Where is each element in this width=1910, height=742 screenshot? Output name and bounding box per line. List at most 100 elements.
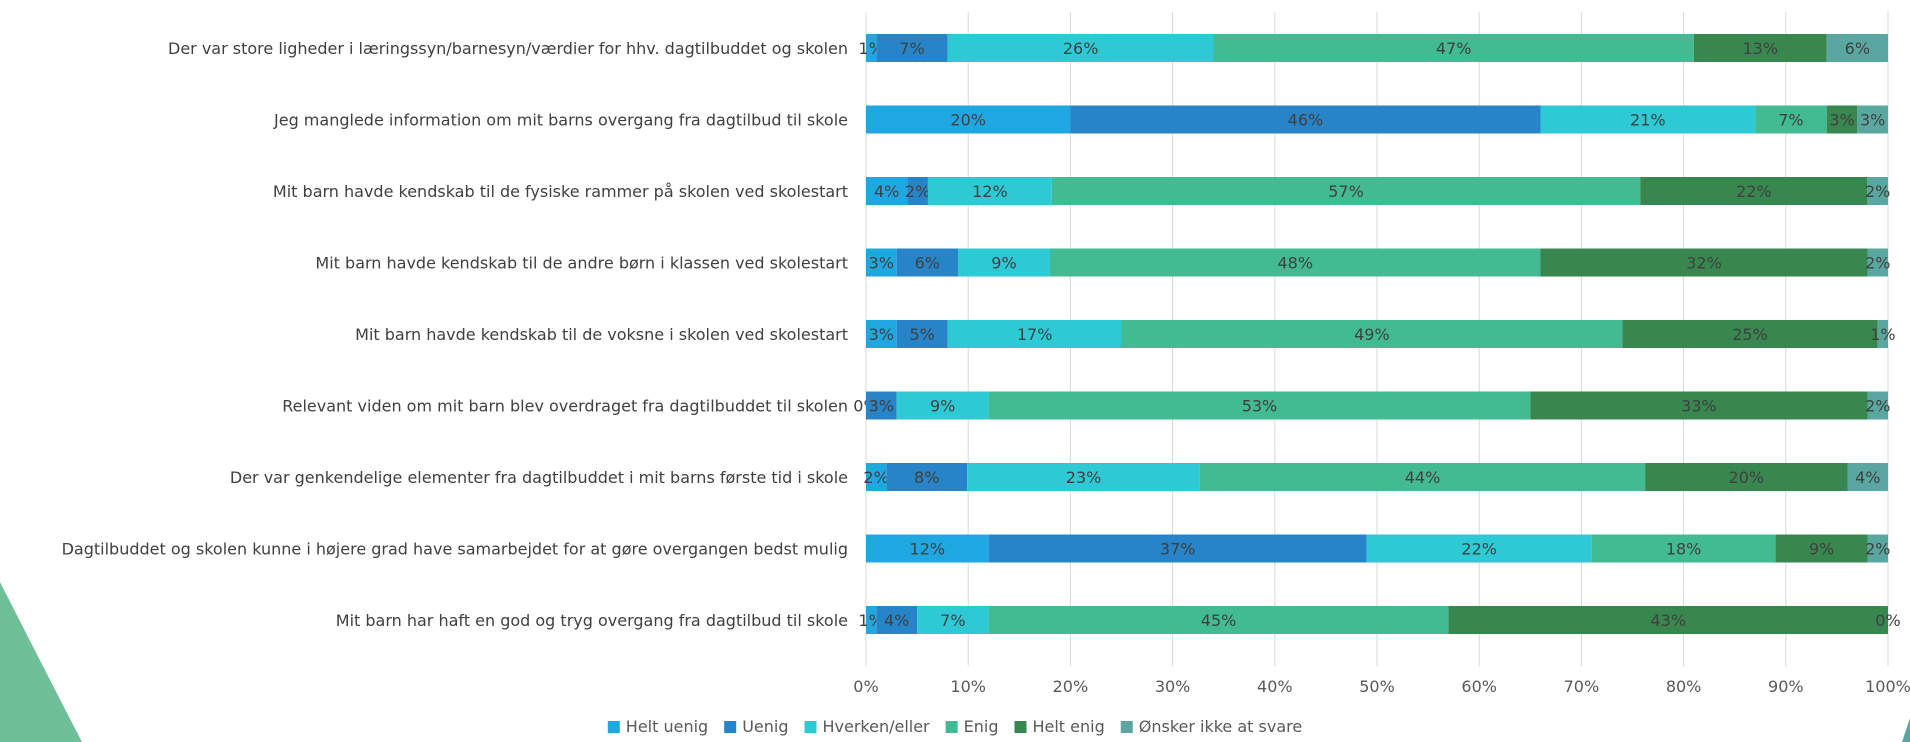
bars: 1% 7% 26% 47% 13% 6% 20% 46% 21% 7% 3% 3% 4% 2% 12% 57%… [853, 34, 1901, 634]
bar-segment [917, 606, 989, 634]
data-label: 33% [1681, 397, 1717, 416]
legend-label: Enig [964, 717, 999, 736]
x-axis-ticks: 0% 10% 20% 30% 40% 50% 60% 70% 80% 90% 100% [853, 677, 1910, 696]
x-tick-label: 30% [1155, 677, 1191, 696]
bar-row: 2% 8% 23% 44% 20% 4% [863, 463, 1888, 491]
bar-row: 1% 4% 7% 45% 43% 0% [858, 606, 1901, 634]
legend-item: Ønsker ikke at svare [1120, 717, 1302, 736]
bar-segment [1070, 105, 1541, 134]
x-tick-label: 0% [853, 677, 878, 696]
data-label: 13% [1742, 39, 1778, 58]
data-label: 44% [1405, 468, 1441, 487]
bar-segment [866, 248, 897, 277]
category-label: Relevant viden om mit barn blev overdrag… [282, 397, 848, 416]
bar-segment [866, 391, 897, 420]
bar-segment [886, 463, 968, 491]
bar-segment [1867, 177, 1888, 205]
data-label: 47% [1436, 39, 1472, 58]
legend-swatch [945, 721, 958, 733]
data-label: 9% [1809, 540, 1834, 559]
data-label: 26% [1063, 39, 1099, 58]
data-label: 1% [1870, 325, 1895, 344]
legend-swatch [1014, 721, 1027, 733]
legend-label: Helt uenig [626, 717, 708, 736]
category-labels: Der var store ligheder i læringssyn/barn… [62, 39, 848, 630]
legend-item: Helt uenig [607, 717, 708, 736]
data-label: 3% [869, 254, 894, 273]
data-label: 9% [991, 254, 1016, 273]
data-label: 45% [1201, 611, 1237, 630]
legend-swatch [804, 721, 817, 733]
data-label: 49% [1354, 325, 1390, 344]
bar-segment [967, 463, 1200, 491]
bar-segment [1877, 320, 1888, 348]
bar-row: 4% 2% 12% 57% 22% 2% [866, 177, 1890, 205]
data-label: 7% [1778, 111, 1803, 130]
data-label: 46% [1288, 111, 1324, 130]
bar-segment [866, 534, 989, 563]
bar-segment [1755, 105, 1827, 134]
x-tick-label: 20% [1053, 677, 1089, 696]
x-tick-label: 90% [1768, 677, 1804, 696]
category-label: Der var genkendelige elementer fra dagti… [230, 468, 848, 487]
data-label: 25% [1732, 325, 1768, 344]
bar-segment [1540, 105, 1756, 134]
bar-segment [896, 320, 948, 348]
bar-segment [866, 320, 897, 348]
data-label: 7% [899, 39, 924, 58]
legend-label: Helt enig [1032, 717, 1104, 736]
data-label: 3% [869, 397, 894, 416]
bar-segment [1867, 534, 1888, 563]
bar-row: 0%3%9%53%33%2% [853, 391, 1890, 420]
bar-segment [947, 34, 1214, 62]
category-label: Dagtilbuddet og skolen kunne i højere gr… [62, 540, 848, 559]
bar-segment [1847, 463, 1888, 491]
bar-segment [896, 391, 989, 420]
x-tick-label: 10% [950, 677, 986, 696]
legend-item: Helt enig [1014, 717, 1105, 736]
x-tick-label: 70% [1564, 677, 1600, 696]
bar-segment [1448, 606, 1888, 634]
bar-row: 3% 5% 17% 49% 25% 1% [866, 320, 1896, 348]
data-label: 23% [1066, 468, 1102, 487]
bar-row: 12% 37% 22% 18% 9% 2% [866, 534, 1890, 563]
data-label: 17% [1017, 325, 1053, 344]
bar-row: 3% 6% 9% 48% 32% 2% [866, 248, 1890, 277]
bar-segment [1366, 534, 1592, 563]
data-label: 18% [1666, 540, 1702, 559]
bar-segment [1826, 34, 1888, 62]
bar-segment [1622, 320, 1878, 348]
legend-item: Uenig [724, 717, 788, 736]
bar-segment [957, 248, 1050, 277]
category-label: Der var store ligheder i læringssyn/barn… [168, 39, 848, 58]
data-label: 12% [972, 182, 1008, 201]
data-label: 22% [1461, 540, 1497, 559]
decorative-sliver-right [1902, 718, 1910, 742]
data-label: 3% [1860, 111, 1885, 130]
bar-segment [866, 177, 908, 205]
legend-swatch [1120, 721, 1133, 733]
data-label: 22% [1736, 182, 1772, 201]
data-label: 7% [940, 611, 965, 630]
legend-label: Hverken/eller [822, 717, 930, 736]
bar-segment [988, 606, 1449, 634]
data-label: 37% [1160, 540, 1196, 559]
data-label: 21% [1630, 111, 1666, 130]
category-label: Jeg manglede information om mit barns ov… [273, 111, 848, 130]
data-label: 2% [1865, 182, 1890, 201]
bar-segment [1121, 320, 1623, 348]
bar-segment [988, 534, 1367, 563]
data-label: 6% [1845, 39, 1870, 58]
data-label: 53% [1242, 397, 1278, 416]
data-label: 6% [915, 254, 940, 273]
bar-segment [1213, 34, 1694, 62]
bar-segment [907, 177, 928, 205]
bar-segment [1645, 463, 1848, 491]
bar-segment [1199, 463, 1646, 491]
data-label: 2% [905, 182, 930, 201]
bar-segment [896, 248, 958, 277]
data-label: 4% [874, 182, 899, 201]
x-tick-label: 80% [1666, 677, 1702, 696]
bar-row: 1% 7% 26% 47% 13% 6% [858, 34, 1888, 62]
